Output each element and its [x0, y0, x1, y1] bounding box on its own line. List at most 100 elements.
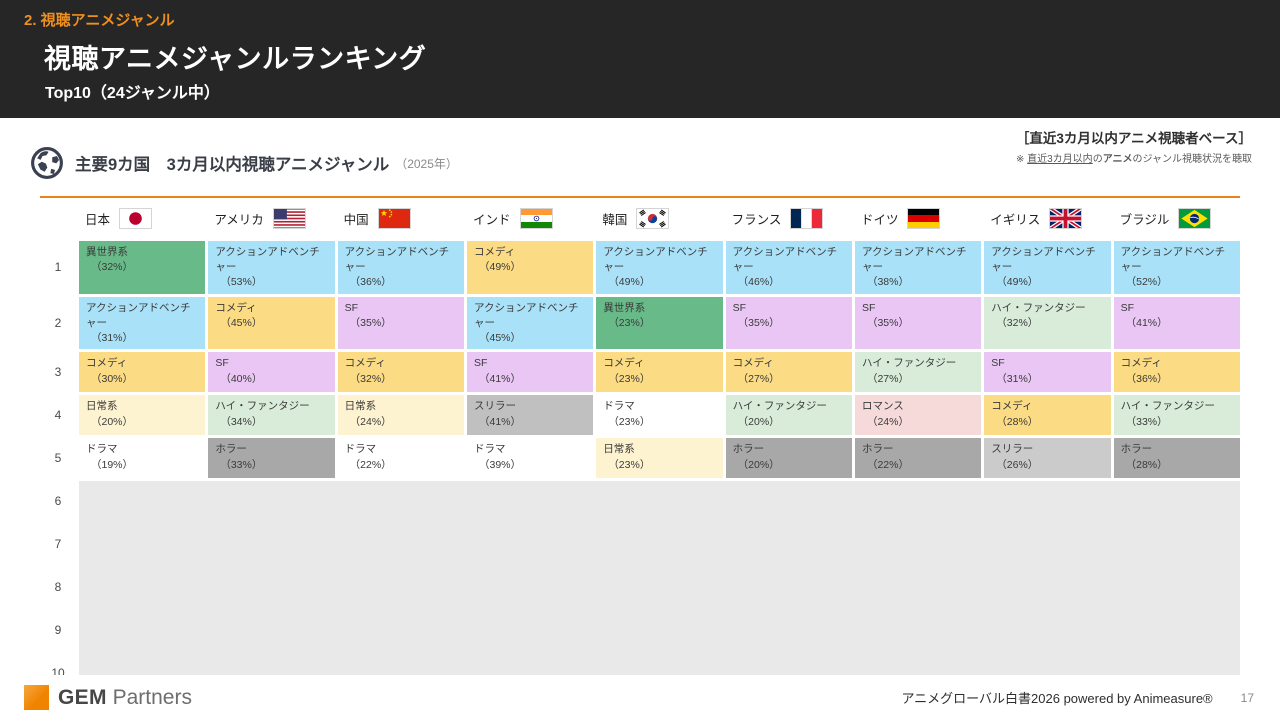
- genre-share: （39%）: [478, 458, 521, 471]
- genre-cell: ドラマ （23%）: [596, 395, 723, 436]
- genre-name: SF: [861, 301, 876, 314]
- rank-label: 2: [54, 315, 62, 330]
- genre-name: コメディ: [344, 357, 386, 370]
- genre-cell: コメディ （28%）: [984, 395, 1111, 436]
- flag-br-icon: [1178, 208, 1212, 229]
- masked-rows-6-10: 6 7 8 9 10: [40, 481, 1240, 696]
- genre-name: アクションアドベンチャー: [215, 246, 320, 274]
- country-header-us: アメリカ: [208, 201, 334, 238]
- page-title: 視聴アニメジャンルランキング: [44, 44, 427, 74]
- gem-logo-mark-icon: [24, 685, 49, 710]
- note-base-text: ［直近3カ月以内アニメ視聴者ベース］: [1015, 131, 1252, 146]
- genre-cell: アクションアドベンチャー （53%）: [208, 241, 335, 294]
- genre-name: ドラマ: [603, 400, 635, 413]
- country-header-fr: フランス: [726, 201, 852, 238]
- genre-share: （27%）: [737, 372, 780, 385]
- rank-row: 2 アクションアドベンチャー （31%） コメディ （45%） SF （35%） アクションア…: [40, 296, 1240, 350]
- country-name: 中国: [343, 213, 369, 227]
- rank-row: 3 コメディ （30%） SF （40%） コメディ （32%） SF （41%） コメディ （23…: [40, 352, 1240, 393]
- genre-cell: 異世界系 （23%）: [596, 296, 723, 350]
- genre-name: ハイ・ファンタジー: [991, 301, 1086, 314]
- genre-cell: SF （35%）: [725, 296, 852, 350]
- genre-share: （38%）: [866, 276, 909, 289]
- slide-footer: GEM Partners アニメグローバル白書2026 powered by A…: [0, 675, 1280, 720]
- genre-name: コメディ: [603, 357, 645, 370]
- genre-share: （20%）: [737, 458, 780, 471]
- genre-cell: SF （41%）: [1113, 296, 1240, 350]
- country-header-jp: 日本: [79, 201, 205, 238]
- genre-share: （49%）: [608, 276, 651, 289]
- genre-cell: スリラー （41%）: [466, 395, 594, 436]
- genre-name: ホラー: [732, 443, 765, 456]
- rank-label: 4: [54, 408, 62, 423]
- genre-name: SF: [1120, 301, 1135, 314]
- country-header-br: ブラジル: [1114, 201, 1240, 238]
- genre-name: コメディ: [215, 301, 257, 314]
- genre-share: （31%）: [996, 372, 1039, 385]
- rank-label: 6: [54, 494, 62, 509]
- genre-share: （36%）: [349, 276, 392, 289]
- genre-cell: コメディ （27%）: [725, 352, 852, 393]
- genre-share: （22%）: [866, 458, 909, 471]
- flag-us-icon: [272, 208, 306, 229]
- genre-share: （30%）: [91, 372, 134, 385]
- country-header-in: インド: [467, 201, 593, 238]
- genre-name: コメディ: [473, 246, 516, 258]
- genre-cell: コメディ （49%）: [466, 241, 594, 294]
- genre-name: アクションアドベンチャー: [86, 301, 191, 329]
- masked-area: [79, 481, 1240, 696]
- page-number: 17: [1240, 690, 1254, 705]
- rank-label: 8: [54, 580, 62, 595]
- genre-share: （31%）: [91, 332, 134, 345]
- genre-name: アクションアドベンチャー: [603, 246, 708, 274]
- genre-name: ホラー: [215, 443, 247, 456]
- genre-name: アクションアドベンチャー: [732, 246, 838, 274]
- genre-share: （28%）: [1125, 458, 1168, 471]
- country-name: 韓国: [602, 213, 628, 227]
- section-kicker: 2. 視聴アニメジャンル: [24, 12, 175, 29]
- gem-partners-logo: GEM Partners: [24, 685, 192, 710]
- genre-cell: ドラマ （22%）: [337, 438, 464, 479]
- genre-name: SF: [344, 301, 359, 314]
- genre-cell: アクションアドベンチャー （45%）: [466, 296, 594, 350]
- genre-share: （32%）: [349, 372, 392, 385]
- genre-share: （46%）: [737, 276, 780, 289]
- genre-cell: ハイ・ファンタジー （34%）: [208, 395, 335, 436]
- genre-share: （23%）: [608, 458, 651, 471]
- genre-share: （23%）: [608, 372, 651, 385]
- genre-cell: ハイ・ファンタジー （33%）: [1113, 395, 1240, 436]
- genre-name: 異世界系: [86, 246, 128, 258]
- flag-de-icon: [907, 208, 941, 229]
- genre-cell: ハイ・ファンタジー （27%）: [854, 352, 982, 393]
- country-name: フランス: [731, 213, 782, 227]
- genre-name: スリラー: [991, 443, 1034, 456]
- genre-name: コメディ: [1120, 357, 1162, 370]
- genre-share: （36%）: [1125, 372, 1168, 385]
- genre-cell: ロマンス （24%）: [854, 395, 982, 436]
- genre-cell: 日常系 （23%）: [596, 438, 723, 479]
- genre-cell: SF （35%）: [337, 296, 464, 350]
- genre-cell: アクションアドベンチャー （31%）: [79, 296, 206, 350]
- genre-name: ホラー: [1120, 443, 1153, 456]
- page-subtitle: Top10（24ジャンル中）: [45, 85, 220, 102]
- genre-cell: アクションアドベンチャー （46%）: [725, 241, 852, 294]
- genre-cell: SF （35%）: [854, 296, 982, 350]
- genre-name: コメディ: [86, 357, 128, 370]
- genre-cell: ホラー （28%）: [1113, 438, 1240, 479]
- flag-gb-icon: [1049, 208, 1083, 229]
- genre-name: アクションアドベンチャー: [861, 246, 967, 274]
- genre-cell: 日常系 （20%）: [79, 395, 206, 436]
- genre-cell: SF （41%）: [466, 352, 594, 393]
- chart-year: （2025年）: [395, 156, 458, 171]
- mask-overlay: [79, 481, 1240, 692]
- ranking-table: 日本 アメリカ 中国 インド 韓国 フランス ドイツ イギリス ブラジル 1 異世界系 （32%） アク…: [40, 201, 1240, 696]
- genre-share: （35%）: [866, 316, 909, 329]
- genre-share: （49%）: [996, 276, 1039, 289]
- country-name: アメリカ: [214, 213, 264, 227]
- genre-name: スリラー: [473, 400, 516, 413]
- genre-name: ハイ・ファンタジー: [732, 400, 827, 413]
- genre-share: （26%）: [996, 458, 1039, 471]
- rank-label: 7: [54, 537, 62, 552]
- genre-share: （41%）: [478, 415, 521, 428]
